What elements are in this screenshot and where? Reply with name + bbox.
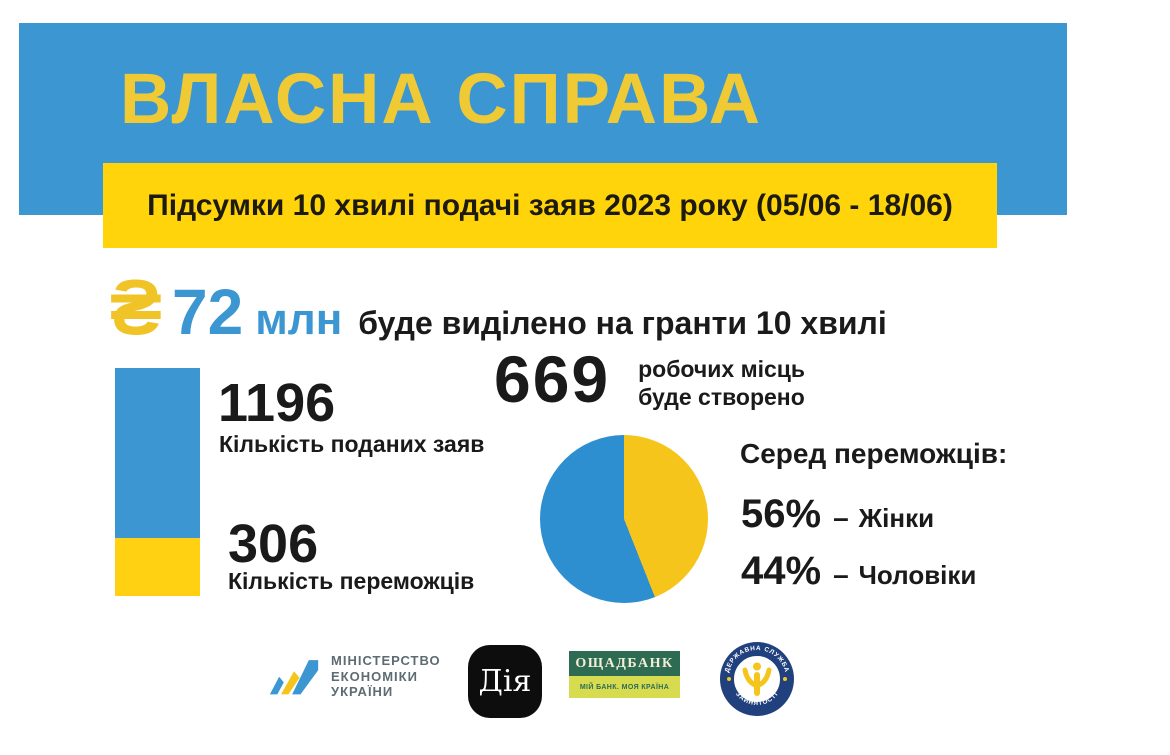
gender-heading: Серед переможців:	[740, 438, 1008, 469]
gender-row-men: 44% – Чоловіки	[741, 549, 976, 594]
ministry-of-economy-logo: МІНІСТЕРСТВО ЕКОНОМІКИ УКРАЇНИ	[268, 650, 441, 703]
dash-separator: –	[833, 559, 849, 590]
men-percent: 44%	[741, 549, 822, 593]
women-label: Жінки	[858, 503, 935, 533]
oschadbank-tagline: МІЙ БАНК. МОЯ КРАЇНА	[579, 683, 670, 691]
hryvnia-icon: ₴	[110, 263, 163, 351]
state-employment-service-emblem: ДЕРЖАВНА СЛУЖБА ЗАЙНЯТОСТІ	[719, 641, 795, 717]
pie-chart	[540, 435, 708, 603]
employment-person-icon	[742, 662, 772, 696]
funding-unit: млн	[255, 295, 343, 344]
wheat-right-icon	[783, 677, 787, 681]
applications-label: Кількість поданих заяв	[219, 431, 485, 457]
jobs-label: робочих місць буде створено	[638, 356, 805, 411]
page-title: ВЛАСНА СПРАВА	[120, 60, 763, 139]
gender-row-women: 56% – Жінки	[741, 492, 934, 537]
ministry-logo-text: МІНІСТЕРСТВО ЕКОНОМІКИ УКРАЇНИ	[331, 653, 441, 700]
jobs-stat: 669 робочих місць буде створено	[494, 346, 805, 412]
oschadbank-name: ОЩАДБАНК	[575, 655, 674, 671]
applications-value: 1196	[218, 373, 336, 433]
stacked-bar-chart	[115, 368, 200, 596]
bar-segment-applications	[115, 368, 200, 538]
oschadbank-logo: ОЩАДБАНК МІЙ БАНК. МОЯ КРАЇНА	[569, 651, 680, 698]
diia-logo: Дія	[468, 645, 542, 718]
ministry-checkmark-icon	[268, 650, 320, 703]
jobs-label-line1: робочих місць	[638, 356, 806, 382]
dash-separator: –	[833, 502, 849, 533]
bar-segment-winners	[115, 538, 200, 596]
funding-description: буде виділено на гранти 10 хвилі	[358, 305, 887, 341]
subtitle-text: Підсумки 10 хвилі подачі заяв 2023 року …	[147, 188, 953, 222]
oschadbank-tagline-band: МІЙ БАНК. МОЯ КРАЇНА	[569, 676, 680, 698]
ministry-line1: МІНІСТЕРСТВО	[331, 653, 441, 669]
diia-logo-text: Дія	[478, 664, 532, 699]
oschadbank-name-band: ОЩАДБАНК	[569, 651, 680, 676]
women-percent: 56%	[741, 492, 822, 536]
ministry-line3: УКРАЇНИ	[331, 684, 394, 700]
winners-value: 306	[228, 514, 319, 574]
wheat-left-icon	[727, 677, 731, 681]
ministry-line2: ЕКОНОМІКИ	[331, 668, 418, 684]
funding-amount: 72	[172, 276, 244, 348]
subtitle-banner: Підсумки 10 хвилі подачі заяв 2023 року …	[103, 163, 997, 248]
jobs-value: 669	[494, 342, 611, 416]
winners-label: Кількість переможців	[228, 568, 475, 594]
men-label: Чоловіки	[858, 560, 977, 590]
jobs-label-line2: буде створено	[638, 383, 805, 410]
funding-headline: ₴ 72 млн буде виділено на гранти 10 хвил…	[110, 262, 887, 353]
